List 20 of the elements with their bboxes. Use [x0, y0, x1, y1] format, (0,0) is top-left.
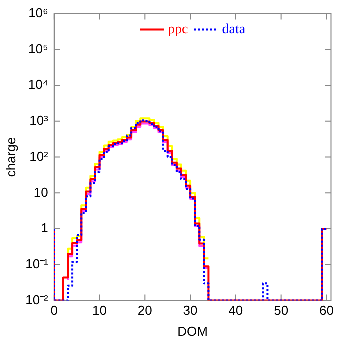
y-tick-label: 10²	[30, 148, 50, 164]
legend-label: ppc	[168, 22, 188, 38]
y-tick-label: 10⁶	[28, 5, 48, 20]
x-tick-label: 10	[92, 303, 108, 318]
x-tick-label: 60	[319, 303, 334, 318]
y-tick-label: 10³	[30, 113, 50, 128]
x-tick-label: 30	[183, 303, 198, 318]
x-tick-label: 40	[228, 303, 244, 318]
y-tick-label: 10⁴	[28, 77, 48, 92]
y-tick-label: 1	[41, 220, 48, 236]
y-tick-label: 10⁻¹	[26, 256, 50, 272]
y-tick-label: 10⁵	[28, 41, 48, 56]
x-axis-title: DOM	[178, 324, 208, 339]
y-tick-label: 10⁻²	[26, 292, 50, 308]
x-tick-label: 20	[138, 303, 152, 318]
y-tick-label: 10	[34, 184, 48, 200]
x-tick-label: 50	[274, 303, 289, 318]
x-tick-label: 0	[50, 303, 58, 318]
legend-label: data	[222, 22, 246, 38]
y-axis-title: charge	[3, 137, 18, 178]
